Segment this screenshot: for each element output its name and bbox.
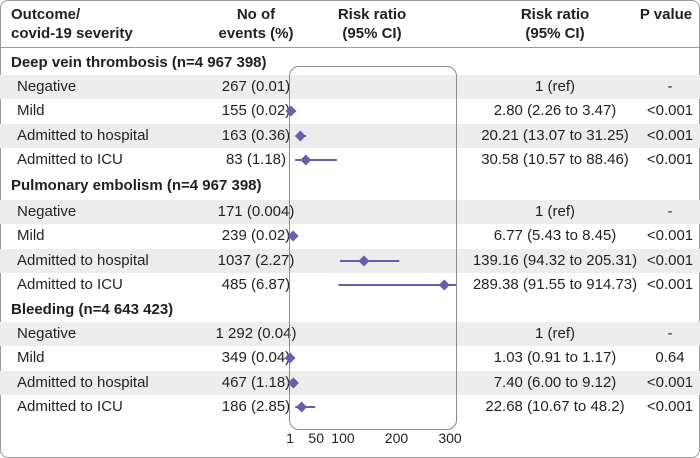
row-risk-ratio: 1 (ref) (534, 203, 575, 220)
row-risk-ratio: 1 (ref) (534, 325, 575, 342)
header-divider (0, 47, 700, 48)
estimate-marker (296, 401, 308, 413)
row-p-value: - (667, 203, 673, 220)
header-plot: Risk ratio (95% CI) (312, 5, 432, 43)
row-events: 163 (0.36) (221, 127, 291, 144)
row-label: Admitted to ICU (17, 276, 123, 293)
row-label: Admitted to hospital (17, 127, 149, 144)
row-label: Mild (17, 227, 45, 244)
row-events: 83 (1.18) (225, 151, 287, 168)
estimate-marker (438, 279, 450, 291)
row-label: Admitted to hospital (17, 374, 149, 391)
header-outcome: Outcome/ covid-19 severity (11, 5, 133, 43)
row-risk-ratio: 289.38 (91.55 to 914.73) (472, 276, 638, 293)
header-p-value: P value (639, 6, 693, 23)
table-row: Admitted to hospital 163 (0.36) 20.21 (1… (0, 124, 700, 148)
row-label: Mild (17, 102, 45, 119)
row-risk-ratio: 20.21 (13.07 to 31.25) (481, 127, 629, 144)
estimate-marker (284, 352, 296, 364)
row-risk-ratio: 22.68 (10.67 to 48.2) (485, 398, 625, 415)
header-outcome-line1: Outcome/ (11, 6, 81, 23)
row-p-value: <0.001 (646, 398, 694, 415)
table-row: Negative 171 (0.004) 1 (ref) - (0, 200, 700, 224)
row-events: 155 (0.02) (221, 102, 291, 119)
estimate-marker (287, 230, 299, 242)
row-label: Negative (17, 325, 77, 342)
table-row: Mild 155 (0.02) 2.80 (2.26 to 3.47) <0.0… (0, 99, 700, 123)
row-p-value: <0.001 (646, 227, 694, 244)
row-p-value: - (667, 78, 673, 95)
header-plot-line1: Risk ratio (337, 6, 407, 23)
section-title-bleeding: Bleeding (n=4 643 423) (11, 301, 174, 318)
row-label: Negative (17, 203, 77, 220)
header-plot-line2: (95% CI) (342, 25, 402, 42)
row-p-value: <0.001 (646, 151, 694, 168)
estimate-marker (294, 130, 306, 142)
x-tick-label: 200 (385, 430, 409, 446)
header-rr-line2: (95% CI) (525, 25, 585, 42)
estimate-marker (285, 105, 297, 117)
header-events-line1: No of (236, 6, 276, 23)
row-p-value: <0.001 (646, 102, 694, 119)
x-tick-label: 50 (308, 430, 324, 446)
row-p-value: - (667, 325, 673, 342)
x-tick-label: 100 (331, 430, 355, 446)
row-label: Admitted to hospital (17, 252, 149, 269)
plot-frame (289, 66, 457, 430)
row-events: 349 (0.04) (221, 349, 291, 366)
row-label: Negative (17, 78, 77, 95)
row-label: Mild (17, 349, 45, 366)
table-row: Admitted to hospital 467 (1.18) 7.40 (6.… (0, 371, 700, 395)
row-events: 485 (6.87) (221, 276, 291, 293)
section-title-pe: Pulmonary embolism (n=4 967 398) (11, 177, 262, 194)
row-events: 267 (0.01) (221, 78, 291, 95)
row-risk-ratio: 1.03 (0.91 to 1.17) (493, 349, 617, 366)
row-risk-ratio: 2.80 (2.26 to 3.47) (493, 102, 617, 119)
row-p-value: <0.001 (646, 252, 694, 269)
x-tick-label: 1 (286, 430, 294, 446)
estimate-marker (287, 377, 299, 389)
section-title-dvt: Deep vein thrombosis (n=4 967 398) (11, 54, 267, 71)
table-row: Negative 267 (0.01) 1 (ref) - (0, 75, 700, 99)
table-row: Mild 349 (0.04) 1.03 (0.91 to 1.17) 0.64 (0, 346, 700, 370)
row-risk-ratio: 6.77 (5.43 to 8.45) (493, 227, 617, 244)
row-events: 1 292 (0.04) (215, 325, 297, 342)
header-outcome-line2: covid-19 severity (11, 25, 133, 42)
row-risk-ratio: 1 (ref) (534, 78, 575, 95)
table-row: Admitted to hospital 1037 (2.27) 139.16 … (0, 249, 700, 273)
row-p-value: <0.001 (646, 276, 694, 293)
table-row: Admitted to ICU 186 (2.85) 22.68 (10.67 … (0, 395, 700, 419)
row-label: Admitted to ICU (17, 151, 123, 168)
row-events: 186 (2.85) (221, 398, 291, 415)
estimate-marker (358, 255, 370, 267)
row-events: 239 (0.02) (221, 227, 291, 244)
row-events: 171 (0.004) (217, 203, 295, 220)
header-rr-line1: Risk ratio (520, 6, 590, 23)
row-events: 467 (1.18) (221, 374, 291, 391)
row-label: Admitted to ICU (17, 398, 123, 415)
row-risk-ratio: 139.16 (94.32 to 205.31) (472, 252, 638, 269)
x-tick-label: 300 (438, 430, 462, 446)
row-risk-ratio: 30.58 (10.57 to 88.46) (481, 151, 629, 168)
header-events-line2: events (%) (218, 25, 294, 42)
row-risk-ratio: 7.40 (6.00 to 9.12) (493, 374, 617, 391)
row-events: 1037 (2.27) (217, 252, 295, 269)
header-rr: Risk ratio (95% CI) (495, 5, 615, 43)
estimate-marker (300, 154, 312, 166)
row-p-value: <0.001 (646, 374, 694, 391)
table-row: Admitted to ICU 83 (1.18) 30.58 (10.57 t… (0, 148, 700, 172)
table-row: Mild 239 (0.02) 6.77 (5.43 to 8.45) <0.0… (0, 224, 700, 248)
header-events: No of events (%) (196, 5, 316, 43)
row-p-value: <0.001 (646, 127, 694, 144)
table-row: Negative 1 292 (0.04) 1 (ref) - (0, 322, 700, 346)
row-p-value: 0.64 (655, 349, 685, 366)
table-row: Admitted to ICU 485 (6.87) 289.38 (91.55… (0, 273, 700, 297)
